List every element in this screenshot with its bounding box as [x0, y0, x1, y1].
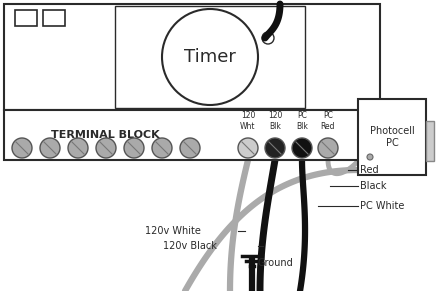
- FancyBboxPatch shape: [357, 99, 425, 175]
- FancyBboxPatch shape: [4, 4, 379, 110]
- Circle shape: [291, 138, 311, 158]
- FancyBboxPatch shape: [115, 6, 304, 108]
- Text: 120
Wht: 120 Wht: [240, 111, 255, 131]
- Circle shape: [180, 138, 200, 158]
- Circle shape: [12, 138, 32, 158]
- Text: Black: Black: [359, 181, 385, 191]
- Circle shape: [152, 138, 172, 158]
- Circle shape: [261, 32, 273, 44]
- Bar: [43, 10, 65, 26]
- Text: 120v White: 120v White: [145, 226, 201, 236]
- Text: Red: Red: [359, 165, 378, 175]
- Circle shape: [265, 138, 284, 158]
- Circle shape: [68, 138, 88, 158]
- Text: Timer: Timer: [184, 48, 235, 66]
- Text: 120v Black: 120v Black: [162, 241, 216, 251]
- Text: 120
Blk: 120 Blk: [267, 111, 282, 131]
- Text: PC
Blk: PC Blk: [295, 111, 307, 131]
- Circle shape: [124, 138, 144, 158]
- Circle shape: [237, 138, 258, 158]
- Circle shape: [317, 138, 337, 158]
- Text: PC White: PC White: [359, 201, 403, 211]
- Text: TERMINAL BLOCK: TERMINAL BLOCK: [50, 130, 159, 140]
- Circle shape: [162, 9, 258, 105]
- Text: PC
Red: PC Red: [320, 111, 335, 131]
- FancyBboxPatch shape: [4, 110, 379, 160]
- Circle shape: [366, 154, 372, 160]
- Text: Photocell
PC: Photocell PC: [369, 126, 413, 148]
- Text: Ground: Ground: [258, 258, 293, 268]
- Circle shape: [96, 138, 116, 158]
- Bar: [15, 10, 37, 26]
- FancyBboxPatch shape: [425, 121, 433, 161]
- Circle shape: [40, 138, 60, 158]
